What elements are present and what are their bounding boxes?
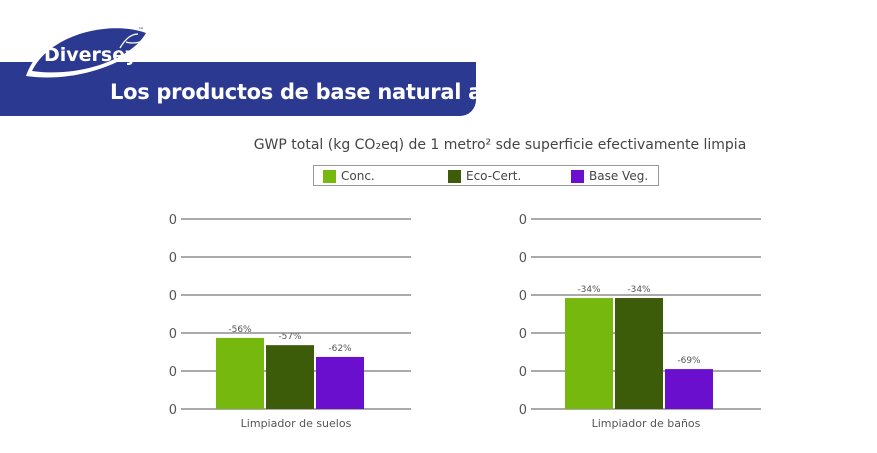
bar <box>216 337 264 409</box>
y-tick-label: 0 <box>519 251 527 266</box>
y-tick-label: 0 <box>169 327 177 342</box>
bar <box>316 356 364 409</box>
legend-item-base-veg: Base Veg. <box>571 169 648 183</box>
data-label: -69% <box>677 356 701 366</box>
bar <box>565 298 613 409</box>
data-label: -34% <box>577 285 601 295</box>
y-tick-label: 0 <box>169 365 177 380</box>
legend-label: Conc. <box>341 169 375 183</box>
page-title: Los productos de base natural ayudan <box>110 80 553 104</box>
legend-swatch <box>571 169 584 183</box>
legend-item-conc: Conc. <box>323 169 375 183</box>
y-tick-label: 0 <box>519 213 527 228</box>
data-label: -56% <box>228 325 252 335</box>
chart-title: GWP total (kg CO₂eq) de 1 metro² sde sup… <box>253 137 747 153</box>
y-tick-label: 0 <box>519 327 527 342</box>
bar <box>615 298 663 409</box>
data-label: -34% <box>627 285 651 295</box>
y-tick-label: 0 <box>519 365 527 380</box>
legend-label: Eco-Cert. <box>466 169 522 183</box>
bar <box>266 345 314 409</box>
data-label: -62% <box>328 344 352 354</box>
data-label: -57% <box>278 332 302 342</box>
bar <box>665 369 713 409</box>
trademark: ™ <box>138 27 144 34</box>
category-label: Limpiador de suelos <box>241 417 352 430</box>
legend-swatch <box>323 169 336 183</box>
legend-swatch <box>448 169 461 183</box>
y-tick-label: 0 <box>519 403 527 418</box>
y-tick-label: 0 <box>169 289 177 304</box>
legend-item-eco-cert: Eco-Cert. <box>448 169 521 183</box>
svg-text:Diversey: Diversey <box>44 44 138 66</box>
y-tick-label: 0 <box>169 213 177 228</box>
legend: Conc. Eco-Cert. Base Veg. <box>313 165 659 186</box>
y-tick-label: 0 <box>169 251 177 266</box>
legend-label: Base Veg. <box>589 169 649 183</box>
y-tick-label: 0 <box>169 403 177 418</box>
diversey-logo: Diversey ™ <box>26 22 154 78</box>
category-label: Limpiador de baños <box>592 417 701 430</box>
y-tick-label: 0 <box>519 289 527 304</box>
